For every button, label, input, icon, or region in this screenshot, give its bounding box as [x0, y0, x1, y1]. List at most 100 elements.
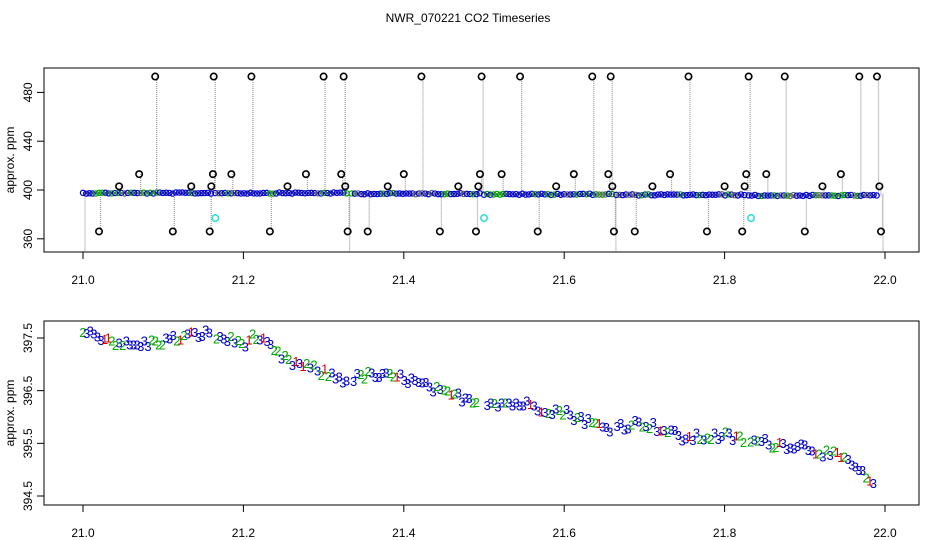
baseline-marker	[320, 189, 328, 197]
baseline-marker	[632, 191, 639, 199]
baseline-marker	[490, 191, 497, 198]
y-tick-label: 394.5	[21, 481, 35, 511]
black-marker	[339, 72, 348, 81]
x-tick-label: 21.8	[713, 526, 737, 540]
label-marker: 3	[765, 437, 772, 452]
baseline-marker	[586, 190, 593, 197]
baseline-marker	[114, 189, 122, 197]
baseline-marker	[377, 190, 384, 197]
black-marker	[818, 182, 827, 191]
baseline-marker	[573, 191, 581, 198]
top-y-axis-label: approx. ppm	[3, 127, 17, 194]
baseline-marker	[140, 189, 147, 196]
baseline-marker	[450, 190, 458, 198]
label-marker: 3	[725, 425, 732, 440]
baseline-marker	[228, 190, 235, 197]
label-marker: 2	[556, 403, 563, 418]
baseline-marker	[822, 192, 829, 199]
label-marker: 1	[321, 362, 328, 377]
baseline-marker	[854, 192, 861, 200]
baseline-marker	[182, 189, 189, 196]
label-marker: 3	[678, 433, 685, 448]
label-marker: 3	[343, 373, 350, 388]
label-marker: 1	[105, 331, 112, 346]
baseline-marker	[204, 189, 211, 197]
label-marker: 3	[296, 356, 303, 371]
baseline-marker	[625, 191, 633, 198]
baseline-marker	[831, 192, 839, 199]
baseline-marker	[194, 190, 202, 197]
label-marker: 2	[303, 356, 310, 371]
baseline-marker	[493, 190, 500, 198]
label-marker: 2	[79, 325, 86, 340]
baseline-marker	[525, 191, 533, 198]
baseline-marker	[638, 192, 646, 199]
label-marker: 3	[780, 436, 787, 451]
baseline-marker	[748, 192, 756, 199]
baseline-marker	[605, 190, 613, 198]
black-marker	[875, 182, 884, 191]
baseline-marker	[409, 190, 416, 197]
baseline-marker	[406, 190, 413, 197]
baseline-marker	[790, 191, 797, 199]
baseline-marker	[146, 189, 154, 197]
black-marker	[209, 72, 218, 81]
baseline-marker	[191, 190, 199, 197]
label-marker: 3	[220, 332, 227, 347]
baseline-marker	[812, 192, 820, 199]
baseline-marker	[256, 190, 264, 197]
baseline-marker	[383, 190, 391, 198]
label-marker: 2	[747, 434, 754, 449]
label-marker: 2	[559, 408, 566, 423]
baseline-marker	[438, 191, 445, 198]
baseline-marker	[589, 191, 597, 199]
baseline-marker	[340, 189, 347, 196]
label-marker: 3	[83, 326, 90, 341]
baseline-marker	[396, 190, 403, 197]
baseline-marker	[705, 191, 713, 198]
label-marker: 2	[491, 396, 498, 411]
baseline-marker	[480, 191, 488, 198]
label-marker: 3	[621, 423, 628, 438]
label-marker: 3	[466, 391, 473, 406]
label-marker: 2	[390, 369, 397, 384]
baseline-marker	[602, 191, 609, 198]
black-marker	[341, 182, 350, 191]
baseline-marker	[473, 190, 480, 198]
baseline-marker	[336, 189, 344, 196]
label-marker: 3	[700, 433, 707, 448]
black-marker	[738, 227, 747, 236]
baseline-marker	[386, 190, 394, 197]
baseline-marker	[244, 190, 251, 197]
label-marker: 3	[404, 376, 411, 391]
label-marker: 3	[242, 340, 249, 355]
baseline-marker	[509, 191, 516, 198]
baseline-marker	[460, 190, 467, 198]
label-marker: 3	[650, 415, 657, 430]
baseline-marker	[629, 191, 636, 198]
label-marker: 3	[162, 330, 169, 345]
label-marker: 3	[870, 476, 877, 491]
baseline-marker	[402, 190, 410, 197]
label-marker: 1	[188, 324, 195, 339]
label-marker: 2	[285, 352, 292, 367]
black-marker	[208, 170, 217, 179]
baseline-marker	[240, 190, 248, 197]
black-marker	[319, 72, 328, 81]
baseline-marker	[327, 190, 334, 197]
top-plot-frame	[43, 67, 920, 253]
label-marker: 1	[177, 332, 184, 347]
label-marker: 3	[585, 411, 592, 426]
label-marker: 3	[581, 417, 588, 432]
baseline-marker	[838, 192, 845, 199]
label-marker: 3	[520, 399, 527, 414]
baseline-marker	[111, 189, 119, 197]
baseline-marker	[538, 190, 545, 198]
label-marker: 3	[624, 421, 631, 436]
black-marker	[780, 72, 789, 81]
label-marker: 2	[180, 328, 187, 343]
label-marker: 3	[718, 429, 725, 444]
label-marker: 3	[336, 369, 343, 384]
